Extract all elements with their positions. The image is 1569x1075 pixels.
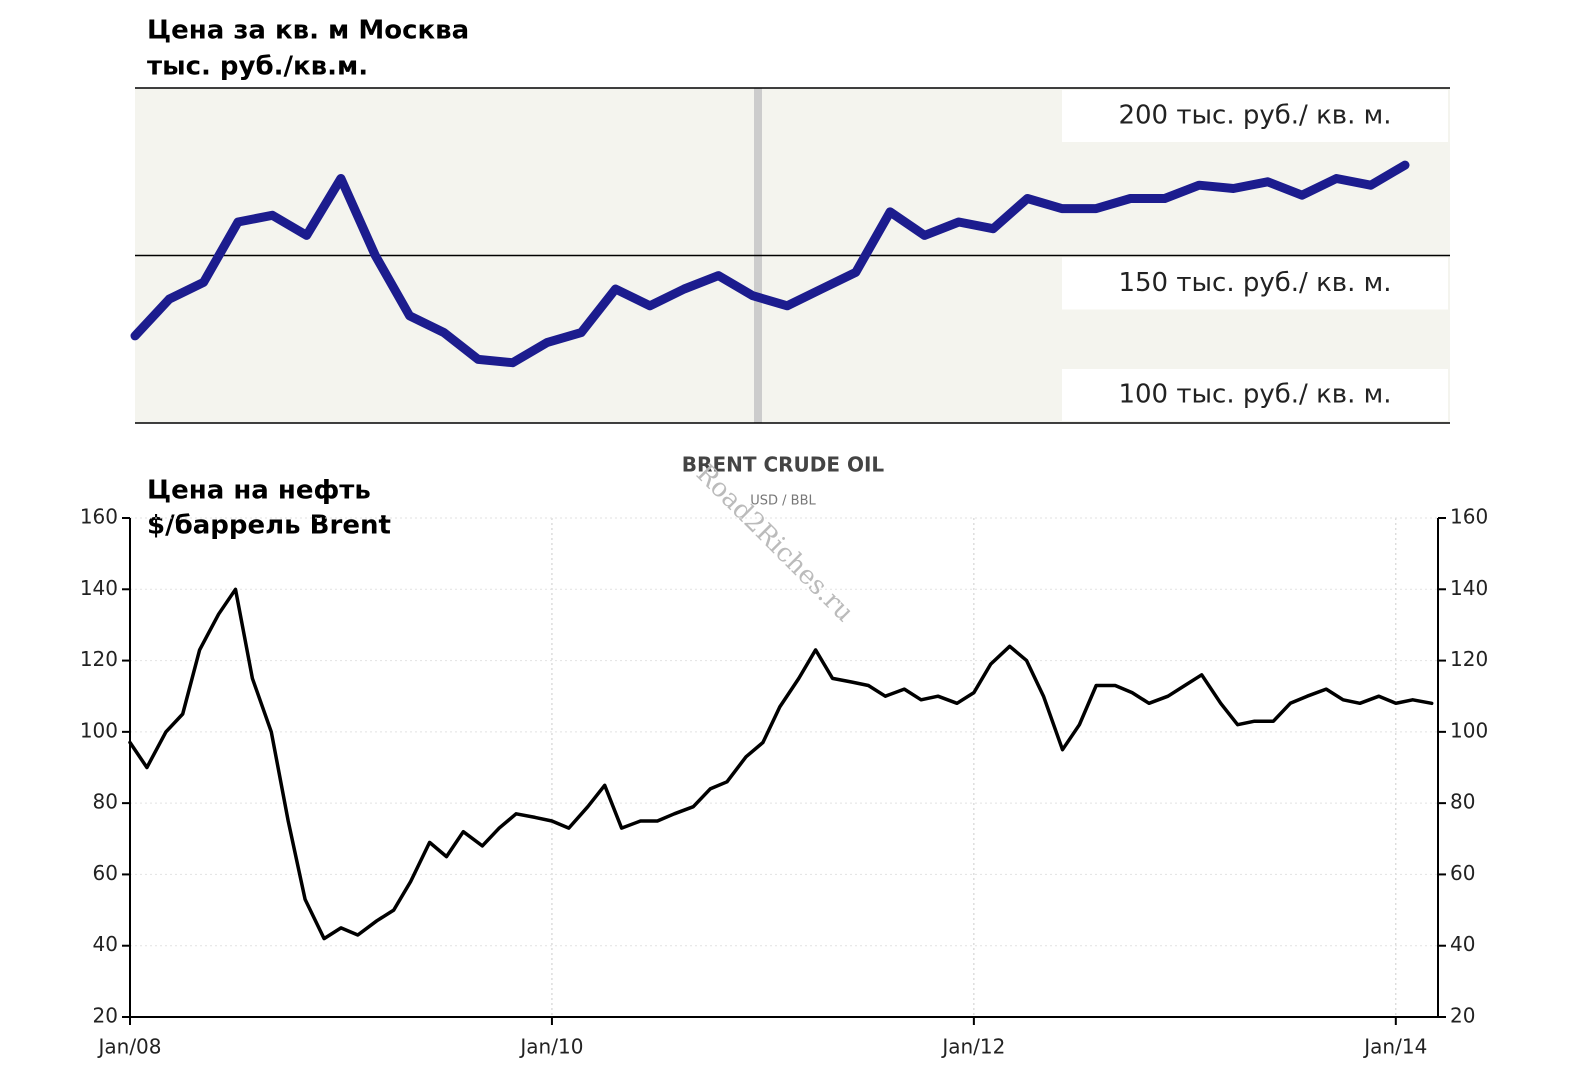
y-tick-label: 20 (1450, 1004, 1475, 1028)
data-line (130, 160, 1410, 368)
y-tick-label: 80 (1450, 790, 1475, 814)
y-tick-label: 150 тыс. руб./ кв. м. (1118, 268, 1391, 298)
chart-subtitle: тыс. руб./кв.м. (147, 52, 368, 82)
y-tick-label: 120 (1450, 647, 1488, 671)
y-tick-label: 200 тыс. руб./ кв. м. (1118, 101, 1391, 131)
y-tick-label: 100 тыс. руб./ кв. м. (1118, 380, 1391, 410)
data-line (128, 587, 1434, 941)
chart-title: Цена за кв. м Москва (147, 16, 469, 46)
y-tick-label: 160 (80, 505, 118, 529)
y-tick-label: 100 (1450, 718, 1488, 742)
y-tick-label: 60 (93, 861, 118, 885)
annotation: Цена на нефть (147, 476, 371, 506)
annotation: $/баррель Brent (147, 511, 391, 541)
x-tick-label: Jan/14 (1362, 1035, 1427, 1059)
y-tick-label: 100 (80, 718, 118, 742)
y-tick-label: 80 (93, 790, 118, 814)
y-tick-label: 160 (1450, 505, 1488, 529)
y-tick-label: 120 (80, 647, 118, 671)
y-tick-label: 20 (93, 1004, 118, 1028)
chart-subtitle: USD / BBL (750, 494, 816, 509)
y-tick-label: 140 (80, 576, 118, 600)
watermark: Road2Riches.ru (690, 459, 859, 628)
label-box (1062, 369, 1448, 421)
y-tick-label: 60 (1450, 861, 1475, 885)
y-tick-label: 140 (1450, 576, 1488, 600)
x-tick-label: Jan/10 (518, 1035, 583, 1059)
x-tick-label: Jan/12 (940, 1035, 1005, 1059)
chart-title: BRENT CRUDE OIL (682, 453, 885, 477)
y-tick-label: 40 (93, 932, 118, 956)
x-tick-label: Jan/08 (96, 1035, 161, 1059)
label-box (1062, 257, 1448, 310)
y-tick-label: 40 (1450, 932, 1475, 956)
label-box (1062, 90, 1448, 142)
